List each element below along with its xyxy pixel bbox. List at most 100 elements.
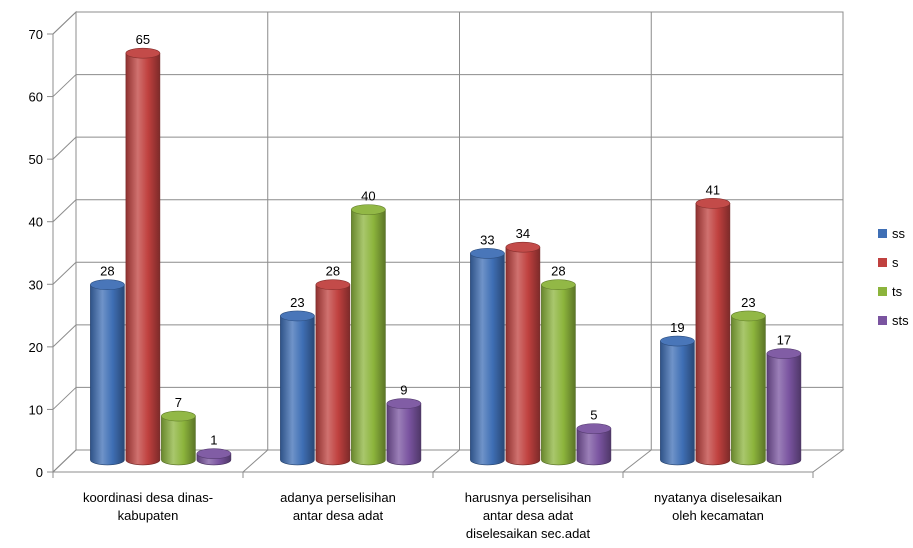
- bar-body: [161, 415, 196, 466]
- category-divider-floor: [432, 449, 460, 473]
- y-tick-label: 50: [29, 152, 43, 167]
- data-label: 23: [290, 295, 304, 310]
- bar-top: [196, 448, 232, 459]
- bar-body: [505, 246, 541, 466]
- bar-body: [280, 315, 315, 466]
- bar-top: [125, 47, 161, 59]
- bar-body: [731, 315, 766, 466]
- bar-sts-3: [766, 348, 802, 466]
- y-tick-label: 30: [29, 277, 43, 292]
- bar-s-3: [695, 198, 731, 466]
- legend-item-ts: ts: [878, 284, 903, 299]
- legend-swatch: [878, 316, 887, 325]
- bar-s-0: [125, 47, 161, 466]
- data-label: 65: [136, 32, 150, 47]
- data-label: 34: [516, 226, 530, 241]
- bar-top: [505, 241, 541, 253]
- y-axis-ticks: 0 10 20 30 40 50 60 70: [29, 27, 53, 480]
- data-label: 28: [326, 264, 340, 279]
- y-tick-label: 60: [29, 90, 43, 105]
- data-label: 1: [210, 433, 217, 448]
- bar-ss-3: [660, 335, 695, 466]
- bar-body: [695, 203, 731, 466]
- bar-top: [351, 204, 386, 215]
- bar-top: [90, 279, 125, 291]
- gridline-side: [52, 324, 77, 348]
- category-label: nyatanya diselesaikan oleh kecamatan: [654, 490, 782, 523]
- bar-top: [280, 310, 315, 322]
- bar-body: [766, 353, 802, 466]
- legend-label: ss: [892, 226, 906, 241]
- gridline-side: [52, 449, 77, 473]
- legend-label: s: [892, 255, 899, 270]
- category-divider-floor: [622, 449, 652, 473]
- bar-ss-2: [470, 248, 505, 466]
- gridline-side: [52, 74, 77, 97]
- bar-body: [660, 340, 695, 466]
- bar-body: [541, 284, 576, 466]
- category-labels: koordinasi desa dinas-kabupaten adanya pe…: [83, 490, 782, 541]
- data-label: 7: [175, 395, 182, 410]
- left-wall: [52, 10, 77, 474]
- bar-body: [90, 284, 125, 466]
- bar-s-1: [315, 279, 351, 466]
- bar-top: [660, 335, 695, 347]
- legend-label: ts: [892, 284, 903, 299]
- y-tick-label: 10: [29, 402, 43, 417]
- category-label: koordinasi desa dinas-kabupaten: [83, 490, 213, 523]
- legend-swatch: [878, 287, 887, 296]
- y-tick-label: 70: [29, 27, 43, 42]
- bar-ss-1: [280, 310, 315, 466]
- bar-ts-0: [161, 410, 196, 466]
- bar-sts-2: [576, 423, 612, 466]
- bar-body: [315, 284, 351, 466]
- legend-swatch: [878, 258, 887, 267]
- gridline-side: [52, 261, 77, 285]
- data-label: 17: [777, 333, 791, 348]
- legend-item-sts: sts: [878, 313, 909, 328]
- data-label: 19: [670, 320, 684, 335]
- bar-top: [161, 410, 196, 422]
- y-tick-label: 40: [29, 215, 43, 230]
- bar-sts-0: [196, 448, 232, 466]
- bar-top: [766, 348, 802, 359]
- bar-ts-2: [541, 279, 576, 466]
- data-label: 40: [361, 189, 375, 204]
- bar-ts-3: [731, 310, 766, 466]
- legend-label: sts: [892, 313, 909, 328]
- bar-body: [351, 209, 386, 466]
- bar-body: [125, 52, 161, 466]
- y-tick-label: 0: [36, 465, 43, 480]
- data-label: 28: [551, 264, 565, 279]
- bar-top: [386, 398, 422, 409]
- gridline-side: [52, 11, 77, 35]
- legend-item-ss: ss: [878, 226, 906, 241]
- legend-item-s: s: [878, 255, 899, 270]
- bar-body: [470, 253, 505, 466]
- data-labels: 28 65 7 1 23 28 40 9 33 34 28 5 19 41 23 17: [100, 32, 791, 447]
- bar-s-2: [505, 241, 541, 466]
- y-tick-label: 20: [29, 340, 43, 355]
- gridline-side: [52, 199, 77, 223]
- gridline-side: [52, 136, 77, 160]
- data-label: 9: [400, 383, 407, 398]
- category-label: adanya perselisihan antar desa adat: [280, 490, 396, 523]
- bar-top: [576, 423, 612, 434]
- data-label: 41: [706, 182, 720, 197]
- category-divider-floor: [242, 449, 269, 473]
- bar-top: [695, 198, 731, 209]
- bar-ts-1: [351, 204, 386, 466]
- data-label: 5: [590, 408, 597, 423]
- gridline-side: [52, 387, 77, 410]
- bar-body: [576, 428, 612, 466]
- bar-ss-0: [90, 279, 125, 466]
- bar-body: [386, 403, 422, 466]
- bar-top: [541, 279, 576, 291]
- bar-top: [470, 248, 505, 259]
- category-label: harusnya perselisihan antar desa adat dise…: [465, 490, 591, 541]
- data-label: 23: [741, 295, 755, 310]
- bars: [90, 47, 802, 466]
- bar-sts-1: [386, 398, 422, 466]
